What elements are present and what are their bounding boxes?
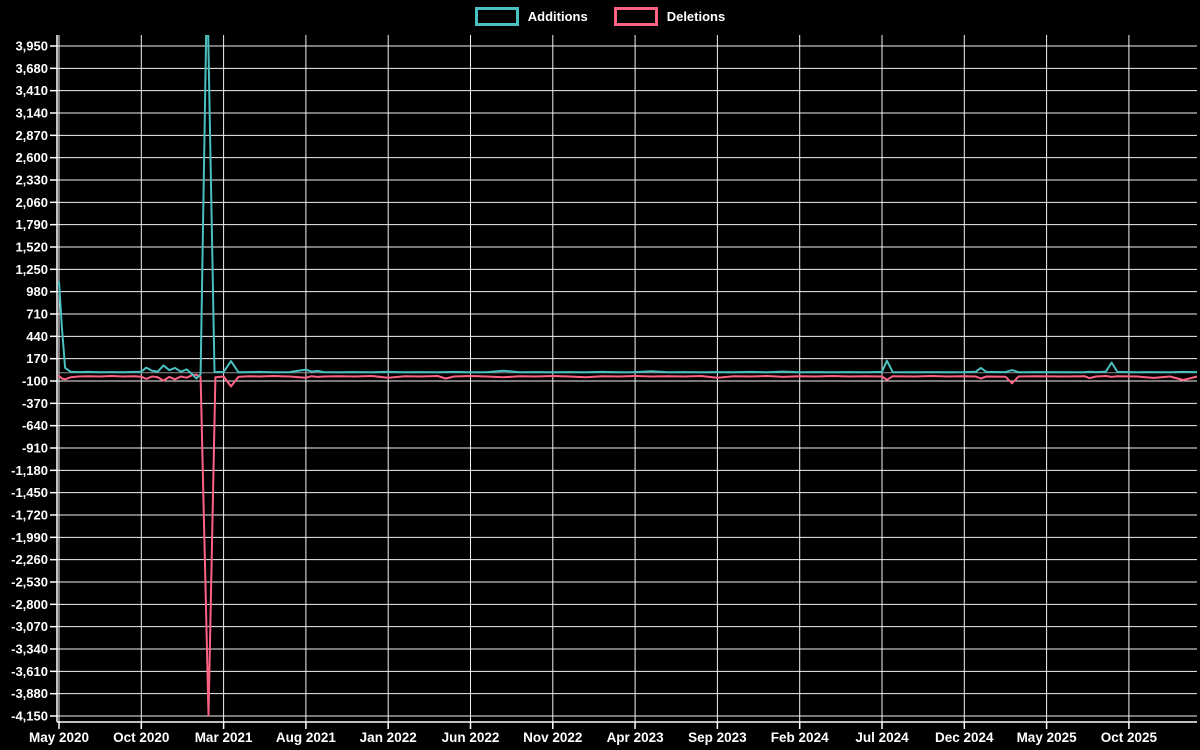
y-axis-tick-labels: 3,950 3,680 3,410 3,140 2,870 2,600 2,330 2,060… — [11, 39, 48, 724]
svg-text:-370: -370 — [22, 396, 48, 411]
svg-text:Feb 2024: Feb 2024 — [771, 730, 829, 745]
svg-text:1,250: 1,250 — [15, 262, 48, 277]
svg-text:980: 980 — [26, 284, 48, 299]
svg-text:-3,610: -3,610 — [11, 664, 48, 679]
svg-text:-1,180: -1,180 — [11, 463, 48, 478]
svg-text:-1,720: -1,720 — [11, 508, 48, 523]
chart-legend: Additions Deletions — [0, 7, 1200, 26]
svg-text:Nov 2022: Nov 2022 — [523, 730, 582, 745]
svg-text:-3,340: -3,340 — [11, 642, 48, 657]
svg-text:Oct 2025: Oct 2025 — [1101, 730, 1158, 745]
svg-text:Jun 2022: Jun 2022 — [442, 730, 500, 745]
svg-text:Aug 2021: Aug 2021 — [276, 730, 337, 745]
legend-item-additions[interactable]: Additions — [474, 7, 588, 26]
svg-text:2,600: 2,600 — [15, 150, 48, 165]
svg-text:-640: -640 — [22, 418, 48, 433]
svg-text:-4,150: -4,150 — [11, 709, 48, 724]
legend-label-deletions: Deletions — [666, 9, 726, 24]
svg-text:2,870: 2,870 — [15, 128, 48, 143]
gridlines — [57, 35, 1197, 722]
deletions-line-series[interactable] — [58, 373, 1197, 717]
axes — [50, 35, 1197, 729]
deletions-swatch-icon — [613, 7, 658, 26]
svg-text:-1,450: -1,450 — [11, 485, 48, 500]
svg-text:Mar 2021: Mar 2021 — [195, 730, 253, 745]
svg-text:2,060: 2,060 — [15, 195, 48, 210]
svg-text:3,950: 3,950 — [15, 39, 48, 54]
x-axis-tick-labels: May 2020 Oct 2020 Mar 2021 Aug 2021 Jan 2022… — [29, 730, 1158, 745]
svg-text:1,790: 1,790 — [15, 217, 48, 232]
svg-text:3,680: 3,680 — [15, 61, 48, 76]
svg-text:-2,530: -2,530 — [11, 575, 48, 590]
svg-text:-2,800: -2,800 — [11, 597, 48, 612]
svg-text:Oct 2020: Oct 2020 — [113, 730, 169, 745]
svg-text:710: 710 — [26, 307, 48, 322]
svg-text:-2,260: -2,260 — [11, 552, 48, 567]
svg-text:Dec 2024: Dec 2024 — [935, 730, 994, 745]
svg-text:May 2020: May 2020 — [29, 730, 89, 745]
svg-text:3,410: 3,410 — [15, 83, 48, 98]
svg-text:-3,880: -3,880 — [11, 686, 48, 701]
svg-text:Sep 2023: Sep 2023 — [688, 730, 747, 745]
svg-text:Apr 2023: Apr 2023 — [607, 730, 665, 745]
svg-text:1,520: 1,520 — [15, 240, 48, 255]
legend-label-additions: Additions — [527, 9, 588, 24]
svg-text:440: 440 — [26, 329, 48, 344]
svg-text:Jan 2022: Jan 2022 — [360, 730, 417, 745]
svg-text:Jul 2024: Jul 2024 — [855, 730, 909, 745]
svg-text:-910: -910 — [22, 441, 48, 456]
svg-text:-3,070: -3,070 — [11, 619, 48, 634]
svg-text:-1,990: -1,990 — [11, 530, 48, 545]
svg-text:3,140: 3,140 — [15, 106, 48, 121]
svg-text:170: 170 — [26, 351, 48, 366]
legend-item-deletions[interactable]: Deletions — [613, 7, 726, 26]
additions-line-series[interactable] — [58, 0, 1197, 380]
svg-text:-100: -100 — [22, 374, 48, 389]
svg-text:May 2025: May 2025 — [1017, 730, 1078, 745]
svg-text:2,330: 2,330 — [15, 173, 48, 188]
additions-swatch-icon — [474, 7, 519, 26]
